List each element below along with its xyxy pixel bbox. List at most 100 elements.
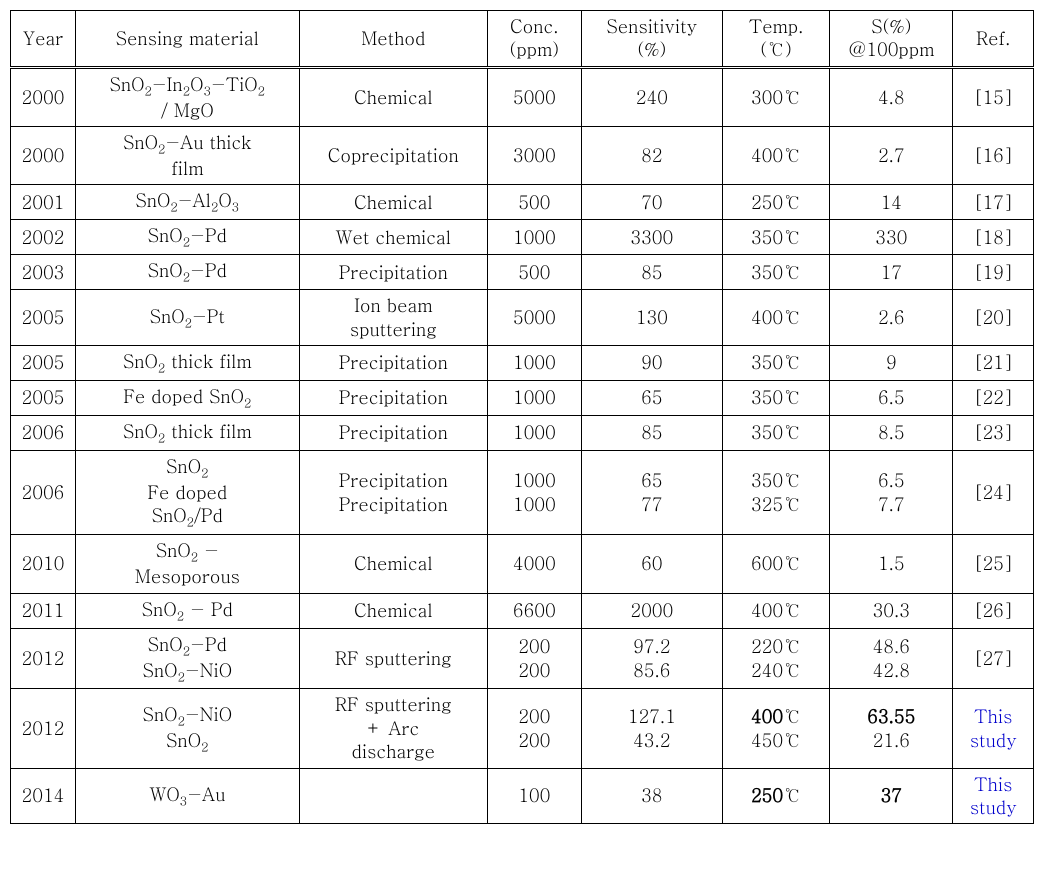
cell-ref: [24] [953, 450, 1034, 534]
cell-method: Chemical [299, 593, 487, 628]
cell-s100: 48.642.8 [830, 628, 953, 689]
cell-method: Precipitation [299, 346, 487, 381]
cell-material: WO3−Au [75, 768, 299, 824]
cell-ref: [17] [953, 185, 1034, 220]
sensor-comparison-table: Year Sensing material Method Conc.(ppm) … [10, 10, 1034, 824]
cell-s100: 14 [830, 185, 953, 220]
cell-conc: 3000 [487, 127, 581, 185]
cell-year: 2005 [11, 346, 76, 381]
col-method: Method [299, 11, 487, 68]
col-s100: S(%)@100ppm [830, 11, 953, 68]
cell-method: Precipitation [299, 381, 487, 416]
col-sens: Sensitivity(%) [581, 11, 722, 68]
cell-conc: 4000 [487, 535, 581, 593]
cell-ref: [26] [953, 593, 1034, 628]
cell-s100: 63.5521.6 [830, 689, 953, 768]
cell-ref: [27] [953, 628, 1034, 689]
cell-temp: 250℃ [722, 768, 829, 824]
table-row: 2012SnO2−PdSnO2−NiORF sputtering20020097… [11, 628, 1034, 689]
cell-temp: 400℃450℃ [722, 689, 829, 768]
cell-temp: 350℃ [722, 255, 829, 290]
cell-material: SnO2−Pt [75, 290, 299, 346]
cell-conc: 6600 [487, 593, 581, 628]
cell-sens: 127.143.2 [581, 689, 722, 768]
cell-material: SnO2 thick film [75, 346, 299, 381]
cell-year: 2014 [11, 768, 76, 824]
cell-method: Precipitation [299, 255, 487, 290]
cell-s100: 30.3 [830, 593, 953, 628]
cell-sens: 2000 [581, 593, 722, 628]
cell-s100: 4.8 [830, 67, 953, 126]
cell-temp: 600℃ [722, 535, 829, 593]
table-body: 2000SnO2−In2O3−TiO2/ MgOChemical50002403… [11, 67, 1034, 824]
cell-conc: 5000 [487, 290, 581, 346]
cell-sens: 60 [581, 535, 722, 593]
table-row: 2010SnO2 −MesoporousChemical400060600℃1.… [11, 535, 1034, 593]
table-row: 2011SnO2 − PdChemical66002000400℃30.3[26… [11, 593, 1034, 628]
cell-sens: 240 [581, 67, 722, 126]
cell-temp: 350℃ [722, 346, 829, 381]
table-row: 2000SnO2−Au thickfilmCoprecipitation3000… [11, 127, 1034, 185]
cell-s100: 330 [830, 220, 953, 255]
cell-temp: 400℃ [722, 127, 829, 185]
col-year: Year [11, 11, 76, 68]
cell-method: Chemical [299, 185, 487, 220]
cell-year: 2001 [11, 185, 76, 220]
cell-ref: Thisstudy [953, 689, 1034, 768]
col-ref: Ref. [953, 11, 1034, 68]
cell-material: SnO2−Pd [75, 255, 299, 290]
cell-conc: 1000 [487, 381, 581, 416]
cell-material: SnO2−In2O3−TiO2/ MgO [75, 67, 299, 126]
cell-sens: 38 [581, 768, 722, 824]
cell-s100: 2.7 [830, 127, 953, 185]
cell-conc: 5000 [487, 67, 581, 126]
cell-conc: 1000 [487, 416, 581, 451]
cell-sens: 70 [581, 185, 722, 220]
cell-year: 2000 [11, 67, 76, 126]
cell-year: 2005 [11, 381, 76, 416]
table-row: 2000SnO2−In2O3−TiO2/ MgOChemical50002403… [11, 67, 1034, 126]
cell-temp: 350℃325℃ [722, 450, 829, 534]
cell-ref: [19] [953, 255, 1034, 290]
table-row: 2001SnO2−Al2O3Chemical50070250℃14[17] [11, 185, 1034, 220]
cell-temp: 350℃ [722, 381, 829, 416]
cell-s100: 1.5 [830, 535, 953, 593]
cell-conc: 100 [487, 768, 581, 824]
cell-sens: 97.285.6 [581, 628, 722, 689]
cell-temp: 250℃ [722, 185, 829, 220]
cell-method: RF sputtering [299, 628, 487, 689]
table-row: 2014WO3−Au10038250℃37Thisstudy [11, 768, 1034, 824]
table-row: 2012SnO2−NiOSnO2RF sputtering+ Arcdischa… [11, 689, 1034, 768]
cell-conc: 1000 [487, 220, 581, 255]
cell-year: 2000 [11, 127, 76, 185]
cell-sens: 65 [581, 381, 722, 416]
cell-year: 2005 [11, 290, 76, 346]
cell-conc: 10001000 [487, 450, 581, 534]
cell-temp: 350℃ [722, 416, 829, 451]
cell-sens: 6577 [581, 450, 722, 534]
cell-year: 2010 [11, 535, 76, 593]
cell-method: Coprecipitation [299, 127, 487, 185]
col-temp: Temp.(℃) [722, 11, 829, 68]
cell-method: Chemical [299, 67, 487, 126]
cell-material: SnO2−Au thickfilm [75, 127, 299, 185]
cell-s100: 2.6 [830, 290, 953, 346]
table-header: Year Sensing material Method Conc.(ppm) … [11, 11, 1034, 68]
cell-material: SnO2 − Pd [75, 593, 299, 628]
cell-sens: 3300 [581, 220, 722, 255]
cell-ref: [23] [953, 416, 1034, 451]
cell-ref: [20] [953, 290, 1034, 346]
cell-ref: [21] [953, 346, 1034, 381]
header-row: Year Sensing material Method Conc.(ppm) … [11, 11, 1034, 68]
cell-s100: 8.5 [830, 416, 953, 451]
table-row: 2002SnO2−PdWet chemical10003300350℃330[1… [11, 220, 1034, 255]
cell-temp: 300℃ [722, 67, 829, 126]
table-row: 2005Fe doped SnO2Precipitation100065350℃… [11, 381, 1034, 416]
cell-temp: 350℃ [722, 220, 829, 255]
cell-conc: 200200 [487, 689, 581, 768]
cell-temp: 220℃240℃ [722, 628, 829, 689]
cell-conc: 500 [487, 255, 581, 290]
table-row: 2005SnO2−PtIon beamsputtering5000130400℃… [11, 290, 1034, 346]
col-material: Sensing material [75, 11, 299, 68]
cell-ref: [16] [953, 127, 1034, 185]
